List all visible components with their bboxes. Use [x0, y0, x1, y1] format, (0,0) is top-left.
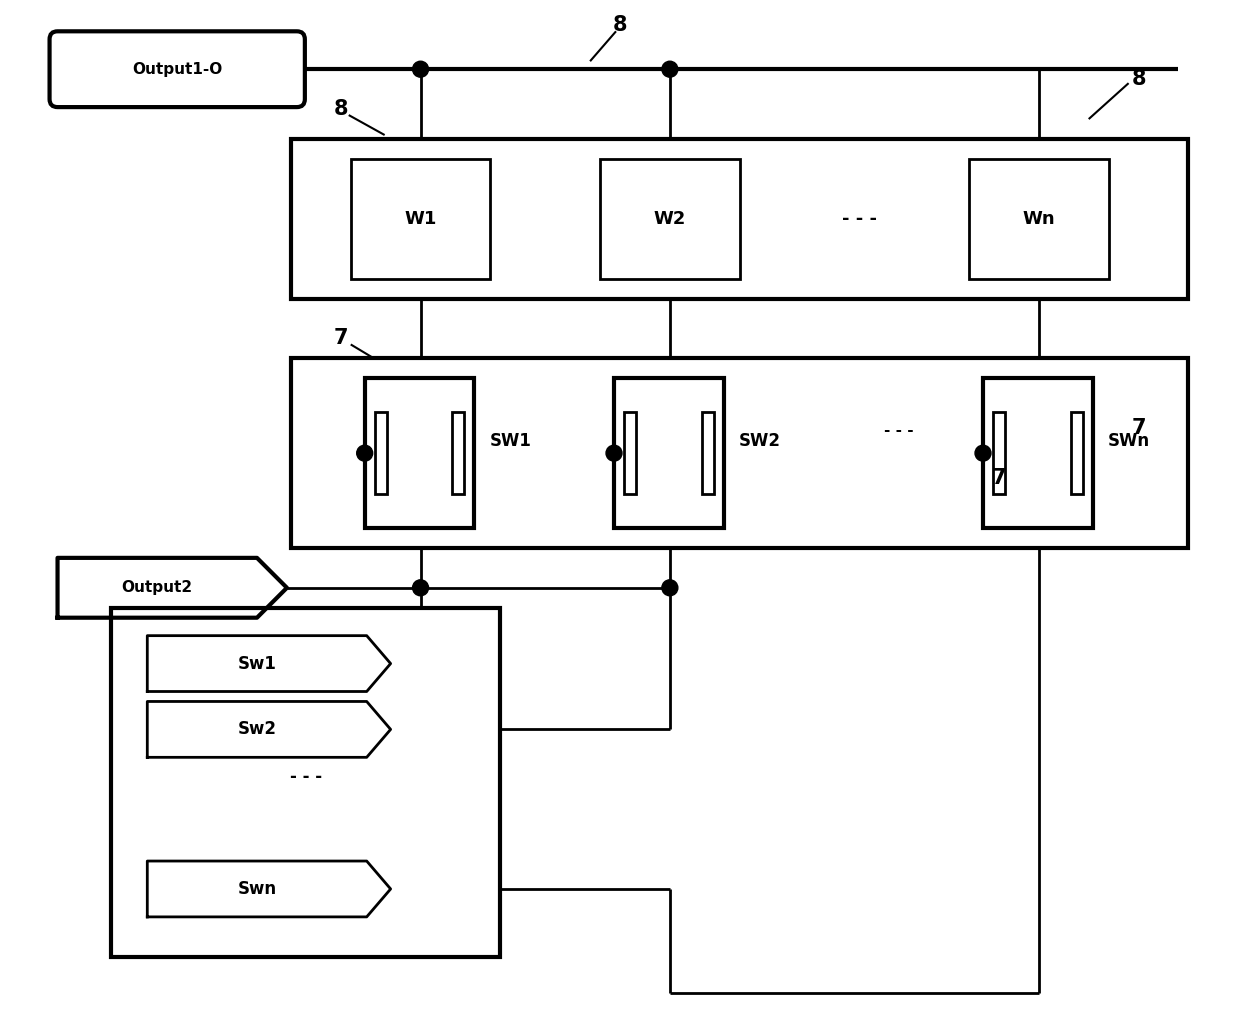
Text: Sw1: Sw1: [238, 655, 277, 673]
Bar: [291, 358, 1188, 548]
Text: 8: 8: [1131, 69, 1146, 90]
Text: - - -: - - -: [884, 422, 914, 438]
Text: Sw2: Sw2: [238, 721, 277, 738]
Circle shape: [662, 580, 678, 596]
Circle shape: [357, 445, 373, 461]
Text: SWn: SWn: [1107, 433, 1149, 450]
FancyBboxPatch shape: [50, 32, 305, 107]
Bar: [365, 379, 475, 528]
Circle shape: [975, 445, 991, 461]
Bar: [702, 412, 714, 495]
Text: 7: 7: [334, 329, 348, 348]
Text: SW1: SW1: [490, 433, 531, 450]
Circle shape: [606, 445, 622, 461]
Bar: [112, 608, 500, 957]
Text: 8: 8: [334, 99, 348, 119]
Polygon shape: [148, 635, 391, 691]
Bar: [614, 379, 724, 528]
Bar: [983, 379, 1092, 528]
Polygon shape: [148, 861, 391, 917]
Text: Output2: Output2: [122, 580, 193, 596]
Polygon shape: [148, 701, 391, 757]
Text: - - -: - - -: [842, 210, 877, 228]
Text: Wn: Wn: [1023, 210, 1055, 228]
Circle shape: [413, 580, 429, 596]
Bar: [291, 139, 1188, 298]
Text: 7: 7: [1131, 418, 1146, 438]
Text: Output1-O: Output1-O: [133, 62, 222, 76]
Text: W2: W2: [653, 210, 686, 228]
Text: 8: 8: [613, 15, 627, 36]
Bar: [374, 412, 387, 495]
Bar: [624, 412, 636, 495]
Bar: [351, 159, 490, 279]
Text: 7: 7: [992, 468, 1006, 488]
Circle shape: [413, 61, 429, 77]
Text: SW2: SW2: [739, 433, 781, 450]
Bar: [993, 412, 1004, 495]
Circle shape: [662, 61, 678, 77]
Bar: [600, 159, 740, 279]
Text: W1: W1: [404, 210, 436, 228]
Bar: [1071, 412, 1083, 495]
Bar: [968, 159, 1109, 279]
Bar: [453, 412, 465, 495]
Text: - - -: - - -: [290, 769, 322, 786]
Polygon shape: [57, 558, 286, 618]
Text: Swn: Swn: [237, 880, 277, 898]
